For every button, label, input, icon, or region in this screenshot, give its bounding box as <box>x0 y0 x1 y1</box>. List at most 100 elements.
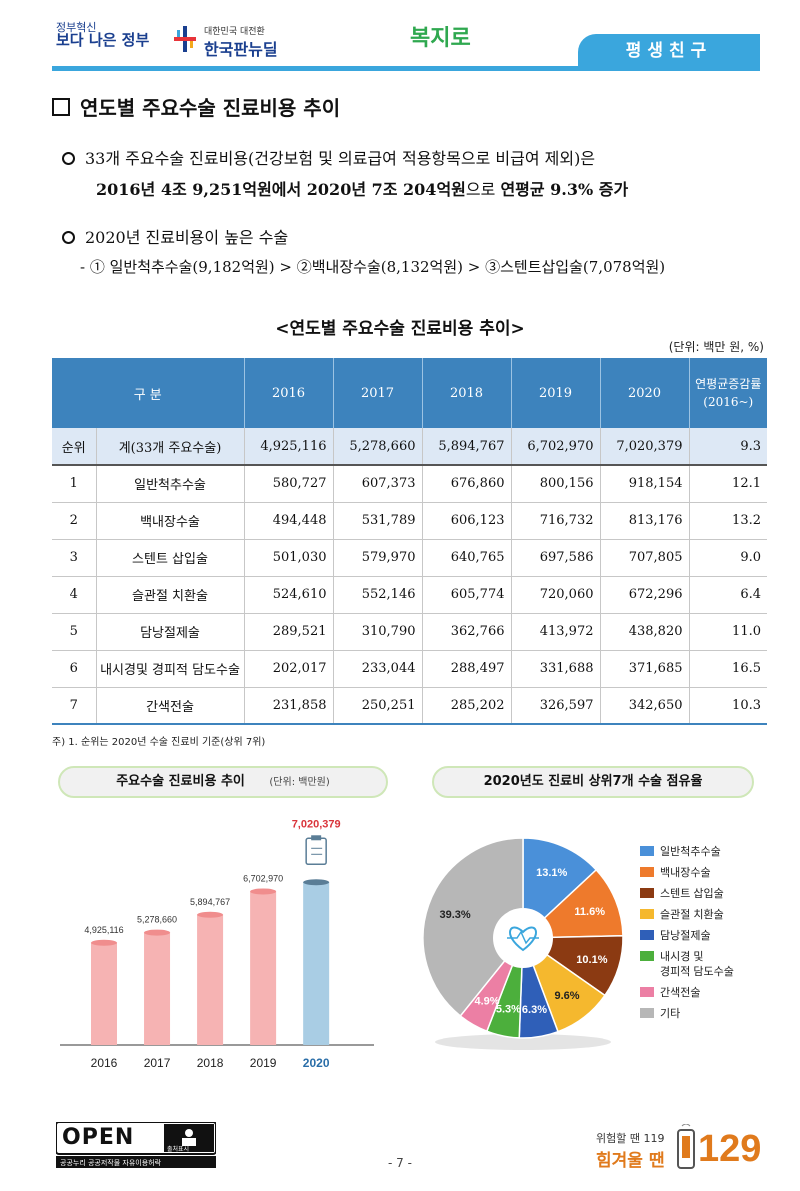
bullet-1-bold-2: 연평균 9.3% 증가 <box>500 180 629 199</box>
heart-icon <box>507 926 539 952</box>
bar-value-label: 5,894,767 <box>190 897 230 907</box>
table-cell: 342,650 <box>600 687 690 725</box>
table-cell: 10.3 <box>689 687 767 725</box>
legend-swatch <box>640 888 654 898</box>
newdeal-mark-icon <box>174 26 196 52</box>
table-cell: 슬관절 치환술 <box>96 576 245 614</box>
legend-label: 스텐트 삽입술 <box>660 887 724 900</box>
table-cell: 12.1 <box>689 465 767 503</box>
pie-slice-label: 5.3% <box>496 1004 521 1016</box>
pie-slice-label: 4.9% <box>474 995 499 1007</box>
table-caption: <연도별 주요수술 진료비용 추이> <box>275 319 525 339</box>
pie-slice-label: 9.6% <box>555 990 580 1002</box>
bullet-1-line-1: 33개 주요수술 진료비용(건강보험 및 의료급여 적용항목으로 비급여 제외)… <box>62 145 595 169</box>
page-number: - 7 - <box>388 1156 412 1170</box>
table-header-cell: 구 분 <box>52 358 245 428</box>
table-cell: 내시경및 경피적 담도수술 <box>96 650 245 688</box>
table-cell: 371,685 <box>600 650 690 688</box>
table-cell: 13.2 <box>689 502 767 540</box>
legend-label: 백내장수술 <box>660 866 711 879</box>
pie-slice-label: 6.3% <box>522 1004 547 1016</box>
table-cell: 3 <box>52 539 97 577</box>
hotline-129-logo: 위험할 땐 119 힘겨울 땐 129 <box>596 1124 766 1174</box>
table-cell: 4,925,116 <box>244 428 334 466</box>
pie-slice-label: 13.1% <box>536 867 567 879</box>
table-cell: 640,765 <box>422 539 512 577</box>
table-cell: 288,497 <box>422 650 512 688</box>
table-cell: 501,030 <box>244 539 334 577</box>
legend-swatch <box>640 930 654 940</box>
bar-top <box>250 888 277 895</box>
table-header-cell: 2020 <box>600 358 690 428</box>
bar-top <box>144 929 171 936</box>
table-note: 주) 1. 순위는 2020년 수술 진료비 기준(상위 7위) <box>52 737 266 748</box>
table-cell: 202,017 <box>244 650 334 688</box>
bar-category-label: 2016 <box>91 1056 118 1070</box>
table-cell: 6,702,970 <box>511 428 601 466</box>
table-cell: 16.5 <box>689 650 767 688</box>
table-cell: 담낭절제술 <box>96 613 245 651</box>
pie-shadow <box>435 1034 611 1050</box>
table-cell: 413,972 <box>511 613 601 651</box>
table-cell: 552,146 <box>333 576 423 614</box>
table-unit: (단위: 백만 원, %) <box>668 340 764 354</box>
table-header-cell: 2019 <box>511 358 601 428</box>
table-cell: 438,820 <box>600 613 690 651</box>
bullet-2-text: 2020년 진료비용이 높은 수술 <box>85 228 289 247</box>
table-cell: 7 <box>52 687 97 725</box>
table-header-cell: 2018 <box>422 358 512 428</box>
bullet-2-sub: - ① 일반척추수술(9,182억원) > ②백내장수술(8,132억원) > … <box>80 258 666 276</box>
pie-chart-title-text: 2020년도 진료비 상위7개 수술 점유율 <box>483 774 703 789</box>
open-license-logo <box>56 1122 216 1168</box>
bar-category-label: 2018 <box>197 1056 224 1070</box>
table-header-cell: 연평균증감률 (2016~) <box>689 358 767 428</box>
hotline-big: 힘겨울 땐 <box>596 1151 665 1171</box>
table-cell: 6 <box>52 650 97 688</box>
table-cell: 289,521 <box>244 613 334 651</box>
bar <box>303 882 330 1045</box>
bar-value-label: 7,020,379 <box>292 818 341 830</box>
circle-bullet-icon <box>62 231 75 244</box>
legend-label: 내시경 및 <box>660 950 704 963</box>
legend-label: 기타 <box>660 1007 680 1020</box>
bar <box>91 942 117 1045</box>
bar-chart-title: 주요수술 진료비용 추이 (단위: 백만원) <box>58 766 388 798</box>
table-cell: 2 <box>52 502 97 540</box>
table-header-row: 구 분 2016 2017 2018 2019 2020 연평균증감률 (201… <box>52 358 767 428</box>
table-cell: 일반척추수술 <box>96 465 245 503</box>
table-cell: 524,610 <box>244 576 334 614</box>
table-cell: 250,251 <box>333 687 423 725</box>
bar <box>197 914 224 1045</box>
table-cell: 607,373 <box>333 465 423 503</box>
legend-swatch <box>640 1008 654 1018</box>
table-cell: 310,790 <box>333 613 423 651</box>
bar-chart-unit: (단위: 백만원) <box>269 777 330 788</box>
table-cell: 231,858 <box>244 687 334 725</box>
table-cell: 606,123 <box>422 502 512 540</box>
bar-chart: 4,925,116 2016 5,278,660 2017 5,894,767 2018 6… <box>60 818 374 1070</box>
bullet-1-line-2: 2016년 4조 9,251억원에서 2020년 7조 204억원으로 연평균 … <box>96 176 628 200</box>
bar-value-label: 4,925,116 <box>84 925 123 935</box>
table-cell: 697,586 <box>511 539 601 577</box>
newdeal-sub: 대한민국 대전환 <box>204 27 265 37</box>
table-cell: 5 <box>52 613 97 651</box>
table-row: 6 내시경및 경피적 담도수술 202,017 233,044 288,497 331,6… <box>52 650 767 688</box>
table-row: 7 간색전술 231,858 250,251 285,202 326,597 342,650… <box>52 687 767 725</box>
open-label: OPEN <box>62 1125 135 1150</box>
table-cell: 494,448 <box>244 502 334 540</box>
table-cell: 간색전술 <box>96 687 245 725</box>
clipboard-icon <box>305 835 327 866</box>
table-cell: 계(33개 주요수술) <box>96 428 245 466</box>
pie-slice-label: 11.6% <box>574 906 605 918</box>
legend-swatch <box>640 846 654 856</box>
table-header-cell: 2016 <box>244 358 334 428</box>
legend-label: 간색전술 <box>660 986 700 999</box>
table-cell: 6.4 <box>689 576 767 614</box>
legend-swatch <box>640 987 654 997</box>
bar-chart-title-text: 주요수술 진료비용 추이 <box>116 774 245 789</box>
bar-top <box>91 939 117 946</box>
bar-category-label: 2017 <box>144 1056 171 1070</box>
section-title-text: 연도별 주요수술 진료비용 추이 <box>80 96 341 120</box>
table-cell: 362,766 <box>422 613 512 651</box>
circle-bullet-icon <box>62 152 75 165</box>
